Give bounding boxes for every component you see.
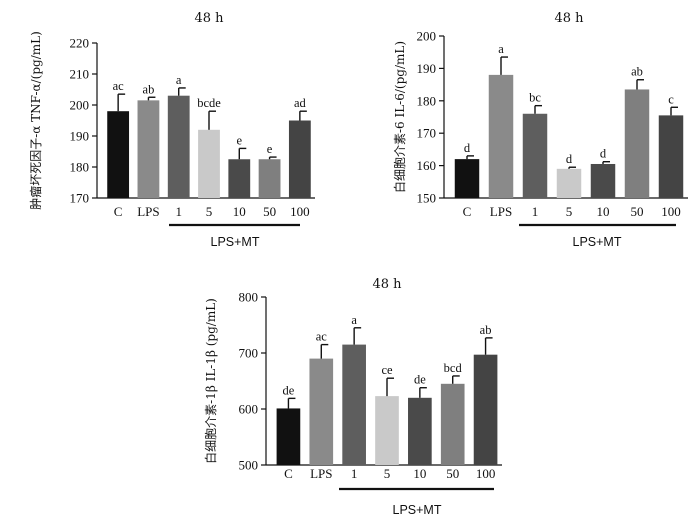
bar-100	[288, 120, 311, 198]
category-label-LPS: LPS	[137, 204, 159, 219]
category-label-50: 50	[446, 466, 459, 481]
significance-label-1: a	[176, 73, 182, 87]
category-label-100: 100	[661, 204, 681, 219]
category-label-1: 1	[532, 204, 539, 219]
y-tick-label: 170	[417, 126, 437, 141]
chart-panel-3: 48 h 500 600 700 800 白细胞介素-1β IL-1β (pg/mL) de…	[203, 277, 502, 517]
significance-label-C: de	[283, 383, 295, 397]
bar-10	[590, 163, 616, 198]
y-tick-label: 600	[239, 402, 259, 417]
bar-5	[198, 129, 220, 198]
significance-label-1: a	[351, 313, 357, 327]
category-label-LPS: LPS	[310, 466, 332, 481]
significance-label-100: c	[668, 92, 674, 106]
significance-label-C: ac	[113, 79, 125, 93]
y-tick-label: 160	[417, 158, 437, 173]
bar-5	[556, 168, 582, 198]
y-tick-label: 200	[417, 29, 437, 44]
bar-5	[375, 396, 399, 465]
significance-label-5: d	[566, 152, 573, 166]
category-label-5: 5	[206, 204, 213, 219]
significance-label-100: ab	[480, 323, 492, 337]
significance-label-10: d	[600, 147, 607, 161]
bar-100	[658, 115, 684, 198]
y-axis-label: 白细胞介素-1β IL-1β (pg/mL)	[203, 298, 218, 464]
category-label-10: 10	[597, 204, 610, 219]
chart-title: 48 h	[372, 277, 402, 292]
bar-C	[454, 159, 480, 198]
significance-label-5: bcde	[197, 96, 221, 110]
significance-label-5: ce	[381, 363, 393, 377]
y-tick-label: 180	[417, 93, 437, 108]
bar-1	[167, 95, 190, 198]
chart-title: 48 h	[194, 11, 224, 26]
y-tick-label: 220	[70, 36, 90, 51]
y-tick-label: 210	[70, 67, 90, 82]
bar-10	[228, 159, 251, 198]
significance-label-LPS: ac	[316, 330, 328, 344]
bar-50	[440, 383, 465, 465]
chart-title: 48 h	[554, 11, 584, 26]
significance-label-100: ad	[294, 96, 307, 110]
significance-label-50: e	[267, 142, 273, 156]
significance-label-10: de	[414, 373, 426, 387]
y-tick-label: 700	[239, 346, 259, 361]
significance-label-LPS: ab	[143, 82, 155, 96]
category-label-C: C	[114, 204, 123, 219]
group-label: LPS+MT	[393, 503, 442, 517]
y-tick-label: 180	[70, 160, 90, 175]
category-label-C: C	[463, 204, 472, 219]
category-label-C: C	[284, 466, 293, 481]
y-tick-label: 190	[70, 129, 90, 144]
category-label-10: 10	[233, 204, 246, 219]
group-label: LPS+MT	[211, 235, 260, 249]
y-tick-label: 170	[70, 191, 90, 206]
bar-LPS	[488, 74, 514, 198]
category-label-50: 50	[631, 204, 644, 219]
category-label-5: 5	[566, 204, 573, 219]
category-label-1: 1	[175, 204, 182, 219]
y-tick-label: 200	[70, 98, 90, 113]
category-label-100: 100	[290, 204, 310, 219]
bar-100	[473, 354, 498, 465]
significance-label-10: e	[237, 133, 243, 147]
y-tick-label: 190	[417, 61, 437, 76]
significance-label-C: d	[464, 141, 471, 155]
category-label-50: 50	[263, 204, 276, 219]
bar-50	[624, 89, 650, 198]
bar-1	[522, 113, 548, 198]
bar-LPS	[309, 358, 334, 465]
significance-label-50: bcd	[444, 361, 463, 375]
significance-label-LPS: a	[498, 42, 504, 56]
category-label-10: 10	[413, 466, 426, 481]
y-axis-label: 白细胞介素-6 IL-6/(pg/mL)	[392, 41, 407, 193]
group-label: LPS+MT	[573, 235, 622, 249]
significance-label-50: ab	[631, 65, 643, 79]
bar-50	[258, 159, 281, 198]
category-label-LPS: LPS	[490, 204, 512, 219]
category-label-1: 1	[351, 466, 358, 481]
bar-C	[276, 408, 301, 465]
y-tick-label: 800	[239, 290, 259, 305]
y-tick-label: 500	[239, 458, 259, 473]
y-axis-label: 肿瘤坏死因子-α TNF-α/(pg/mL)	[28, 31, 43, 210]
significance-label-1: bc	[529, 91, 541, 105]
chart-panel-1: 48 h 170 180 190 200 210 220 肿瘤坏死因子-α TNF-α/(pg…	[28, 11, 315, 249]
bar-10	[408, 397, 432, 465]
bar-1	[342, 344, 366, 465]
category-label-5: 5	[384, 466, 391, 481]
category-label-100: 100	[476, 466, 496, 481]
y-tick-label: 150	[417, 191, 437, 206]
bar-LPS	[137, 100, 160, 198]
bar-C	[107, 111, 130, 198]
